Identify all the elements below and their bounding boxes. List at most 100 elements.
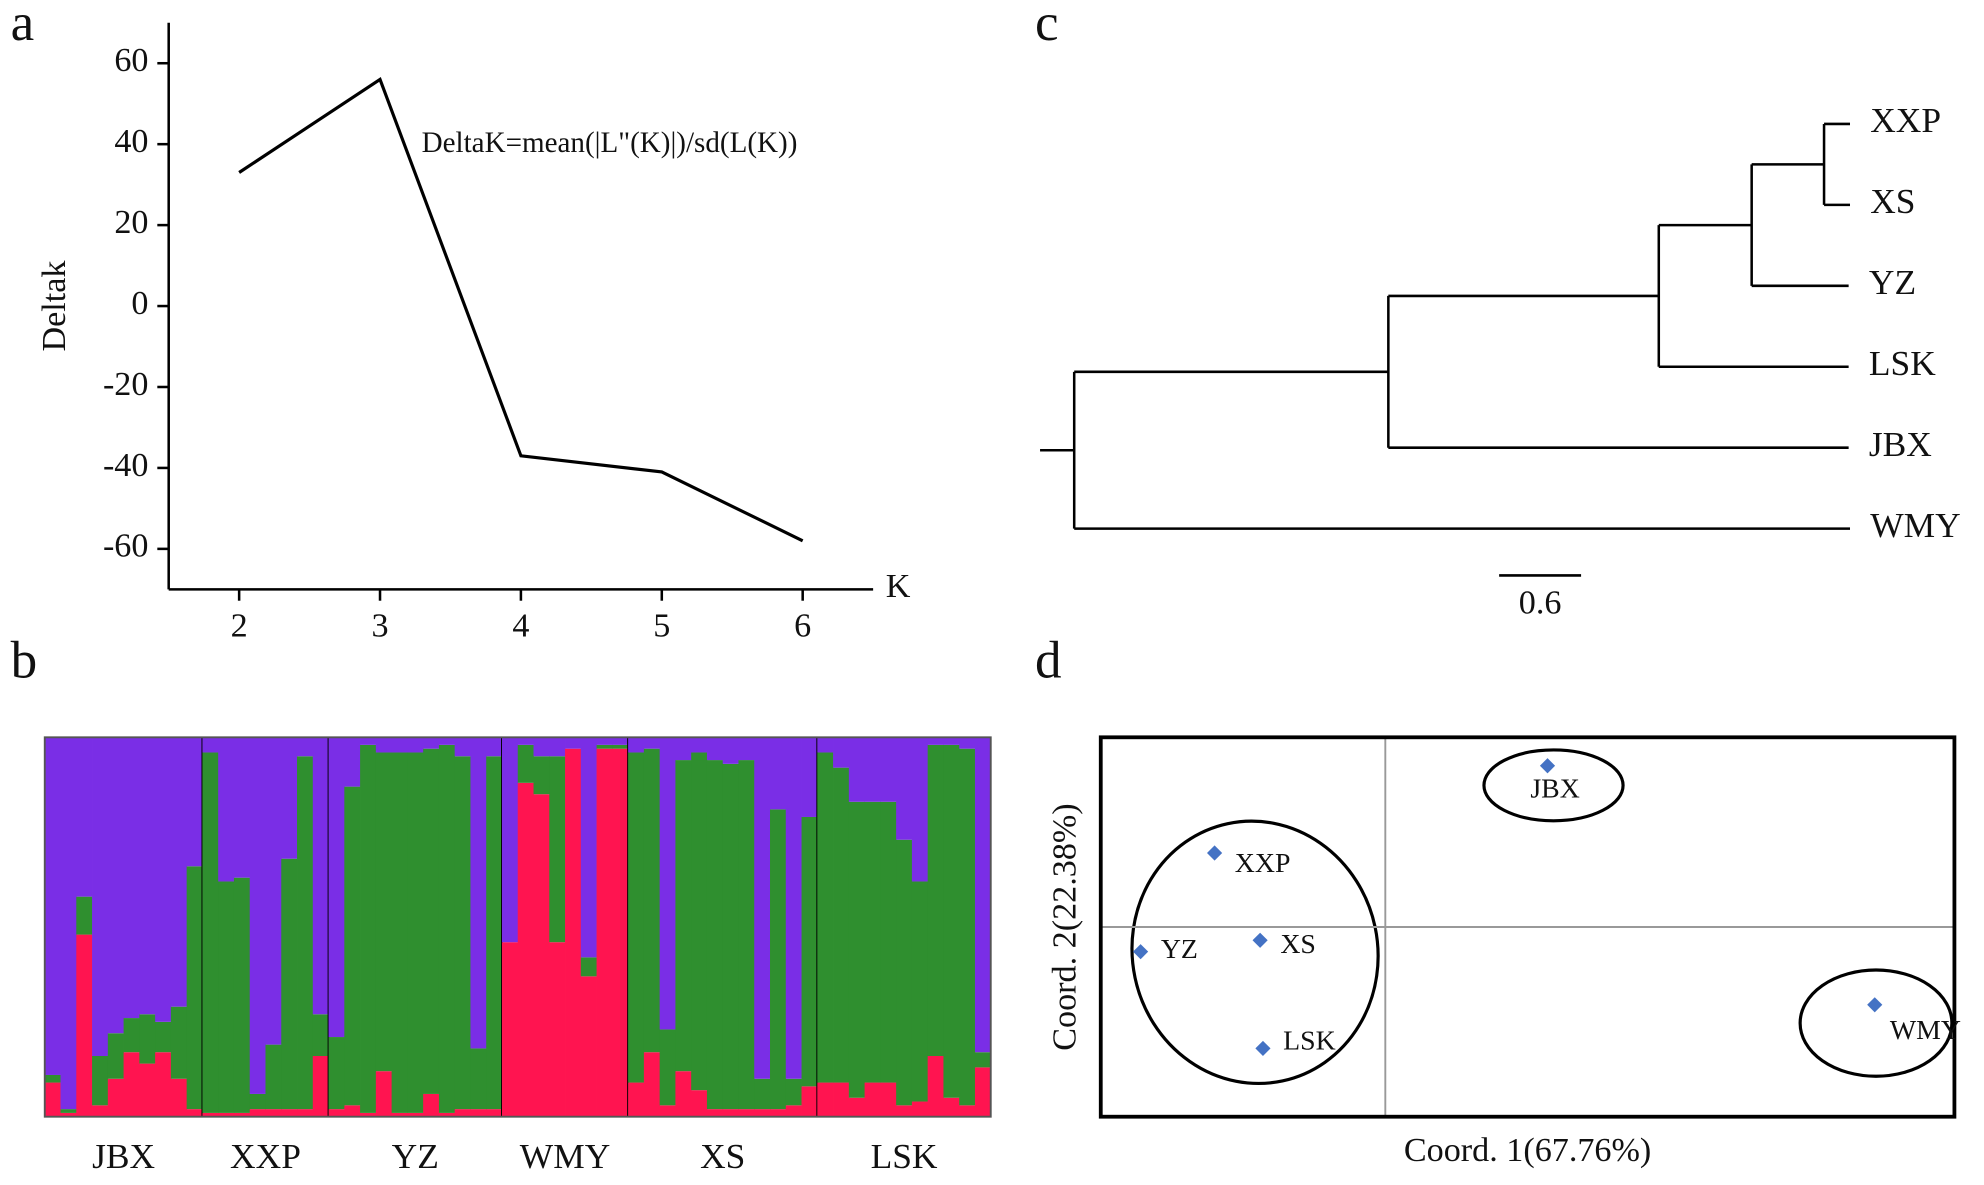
bar-segment (754, 1078, 771, 1110)
y-tick-label: -60 (103, 528, 149, 565)
bar-segment (470, 1048, 487, 1110)
point-label: YZ (1161, 934, 1198, 965)
bar-segment (880, 801, 897, 1083)
bar-segment (60, 1109, 77, 1113)
bar-segment (785, 1078, 802, 1106)
group-label: WMY (520, 1136, 610, 1176)
bar-segment (596, 748, 613, 1117)
leaf-label: YZ (1869, 262, 1916, 302)
bar-segment (233, 877, 251, 1113)
bar-segment (533, 737, 550, 757)
bar-segment (565, 748, 582, 1117)
bar-segment (265, 1044, 282, 1110)
bar-segment (691, 737, 708, 753)
bar-segment (360, 744, 377, 1113)
bar-segment (107, 1078, 124, 1117)
group-label: JBX (92, 1136, 155, 1176)
bar-segment (927, 737, 944, 745)
cluster-ellipse (1798, 968, 1954, 1078)
bar-segment (817, 752, 834, 1083)
bar-segment (801, 737, 818, 817)
bar-segment (549, 756, 566, 943)
bar-segment (848, 1097, 865, 1117)
bar-segment (218, 737, 235, 882)
x-tick-label: 2 (231, 607, 248, 644)
y-tick-label: -40 (103, 447, 149, 484)
bar-segment (943, 737, 960, 745)
data-line (238, 77, 804, 543)
bar-segment (754, 1109, 771, 1117)
bar-segment (959, 1105, 976, 1117)
bar-segment (911, 737, 929, 882)
bar-segment (501, 737, 519, 943)
bar-segment (486, 1109, 503, 1117)
leaf-label: XS (1870, 181, 1915, 221)
bar-segment (170, 737, 188, 1007)
group-label: XXP (230, 1136, 301, 1176)
bar-segment (880, 1082, 897, 1117)
bar-segment (959, 748, 976, 1106)
bar-segment (833, 1082, 850, 1117)
bar-segment (738, 1109, 755, 1117)
bar-segment (407, 752, 424, 1113)
bar-segment (360, 1112, 377, 1117)
bar-segment (517, 744, 534, 783)
bar-segment (486, 756, 503, 1110)
x-tick-label: 3 (371, 607, 388, 644)
bar-segment (202, 737, 219, 753)
bar-segment (470, 737, 487, 1049)
panel-label: c (1035, 0, 1059, 52)
bar-segment (628, 1082, 645, 1117)
y-tick-label: 20 (114, 204, 148, 241)
bar-segment (580, 976, 597, 1117)
bar-segment (60, 737, 77, 1110)
bar-segment (501, 942, 519, 1117)
bar-segment (675, 1071, 692, 1117)
bar-segment (360, 737, 377, 745)
bar-segment (974, 1067, 992, 1117)
bar-segment (864, 737, 881, 802)
bar-segment (107, 737, 124, 1034)
bar-segment (864, 801, 881, 1083)
y-tick-label: -20 (103, 366, 149, 403)
bar-segment (312, 1056, 329, 1117)
bar-segment (628, 752, 645, 1083)
bar-segment (927, 1056, 944, 1117)
bar-segment (770, 809, 787, 1110)
bar-segment (297, 737, 314, 757)
bar-segment (959, 737, 976, 749)
bar-segment (170, 1006, 188, 1079)
bar-segment (344, 786, 361, 1106)
group-label: YZ (392, 1136, 439, 1176)
bar-segment (60, 1112, 77, 1117)
bar-segment (848, 801, 865, 1098)
bar-segment (864, 1082, 881, 1117)
bar-segment (233, 737, 251, 878)
bar-segment (438, 744, 456, 1113)
bar-segment (943, 1097, 960, 1117)
leaf-label: XXP (1870, 100, 1941, 140)
cluster-ellipse (1130, 819, 1380, 1086)
point (1252, 932, 1268, 948)
bar-segment (202, 752, 219, 1113)
bar-segment (896, 1105, 913, 1117)
bar-segment (186, 1109, 203, 1117)
bar-segment (139, 1063, 156, 1117)
bar-segment (691, 752, 708, 1091)
bar-segment (454, 756, 471, 1110)
point-label: JBX (1530, 773, 1579, 804)
panel-label: d (1035, 631, 1062, 689)
point-label: XS (1280, 929, 1316, 960)
bar-segment (186, 737, 203, 867)
x-tick-label: 6 (794, 607, 811, 644)
bar-segment (123, 737, 140, 1019)
bar-segment (391, 737, 408, 753)
bar-segment (139, 737, 156, 1015)
bar-segment (549, 737, 566, 757)
bar-segment (155, 1021, 172, 1053)
bar-segment (612, 744, 629, 749)
bar-segment (265, 737, 282, 1045)
bar-segment (297, 1109, 314, 1117)
bar-segment (675, 737, 692, 761)
point (1206, 845, 1223, 861)
